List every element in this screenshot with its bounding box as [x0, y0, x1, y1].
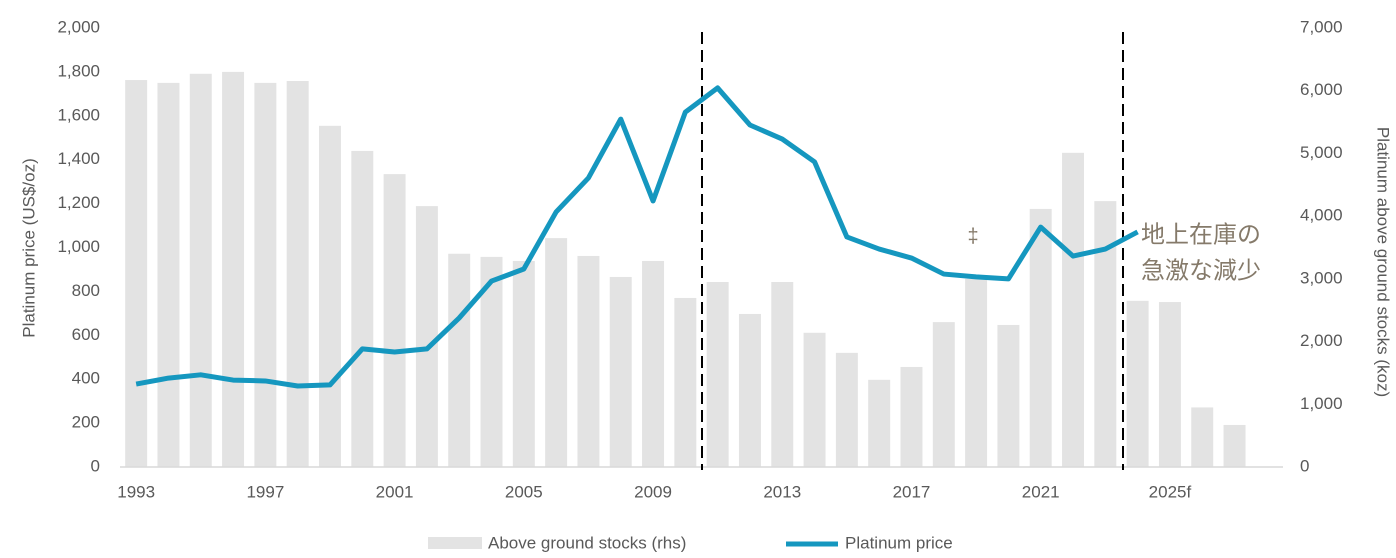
bar	[1158, 302, 1181, 467]
bar	[222, 71, 245, 468]
y-tick-label: 1,400	[57, 149, 100, 168]
y2-tick-label: 6,000	[1300, 80, 1343, 99]
y2-tick-label: 2,000	[1300, 331, 1343, 350]
bar	[738, 313, 761, 467]
bar	[512, 260, 535, 467]
y-tick-label: 600	[72, 325, 100, 344]
bar	[1191, 407, 1214, 467]
y-tick-label: 1,600	[57, 105, 100, 124]
bar	[771, 281, 794, 467]
x-tick-label: 1993	[117, 482, 155, 501]
y-tick-label: 2,000	[57, 17, 100, 36]
bar	[545, 238, 568, 467]
bar	[674, 297, 697, 467]
y-tick-label: 400	[72, 369, 100, 388]
price-line	[135, 85, 1139, 389]
bar	[125, 80, 148, 467]
bar	[965, 278, 988, 467]
bar	[1029, 208, 1052, 467]
y-tick-label: 0	[91, 456, 100, 475]
legend-label: Platinum price	[845, 533, 953, 552]
bar	[157, 82, 180, 467]
bar	[415, 206, 438, 467]
legend-swatch	[428, 537, 482, 549]
bar	[189, 73, 212, 467]
y2-tick-label: 1,000	[1300, 394, 1343, 413]
annotation: ‡	[967, 225, 978, 247]
bar	[835, 352, 858, 467]
y2-tick-label: 3,000	[1300, 268, 1343, 287]
y-tick-label: 1,000	[57, 237, 100, 256]
bar	[319, 125, 341, 467]
bar	[1223, 424, 1246, 467]
y-tick-label: 200	[72, 413, 100, 432]
bar	[1094, 201, 1117, 467]
x-tick-label: 2005	[505, 482, 543, 501]
y2-tick-label: 4,000	[1300, 206, 1343, 225]
y2-tick-label: 5,000	[1300, 143, 1343, 162]
bar	[448, 253, 471, 467]
bar	[480, 256, 503, 467]
annotation: 地上在庫の	[1141, 221, 1261, 248]
x-tick-label: 1997	[246, 482, 284, 501]
legend-label: Above ground stocks (rhs)	[488, 533, 686, 552]
bar	[642, 260, 665, 467]
bar	[803, 332, 826, 467]
x-tick-label: 2025f	[1149, 482, 1192, 501]
x-tick-label: 2017	[893, 482, 931, 501]
bar	[577, 255, 600, 467]
y-tick-label: 1,800	[57, 61, 100, 80]
x-tick-label: 2013	[763, 482, 801, 501]
y-axis-label: Platinum price (US$/oz)	[19, 158, 38, 338]
y2-tick-label: 0	[1300, 456, 1309, 475]
y2-tick-label: 7,000	[1300, 17, 1343, 36]
bar	[1062, 152, 1084, 467]
annotation: 急激な減少	[1141, 257, 1261, 284]
y2-axis-label: Platinum above ground stocks (koz)	[1374, 127, 1393, 397]
x-tick-label: 2021	[1022, 482, 1060, 501]
bar	[609, 276, 632, 467]
bar	[900, 366, 923, 467]
bar	[932, 322, 955, 467]
bar	[351, 150, 374, 468]
x-tick-label: 2001	[376, 482, 414, 501]
bar	[868, 379, 891, 467]
y-tick-label: 1,200	[57, 193, 100, 212]
bar	[997, 324, 1020, 467]
bar	[254, 82, 277, 467]
bar	[286, 80, 309, 468]
x-tick-label: 2009	[634, 482, 672, 501]
bar	[383, 174, 406, 468]
y-tick-label: 800	[72, 281, 100, 300]
bar	[1126, 300, 1149, 467]
bar	[706, 281, 729, 467]
